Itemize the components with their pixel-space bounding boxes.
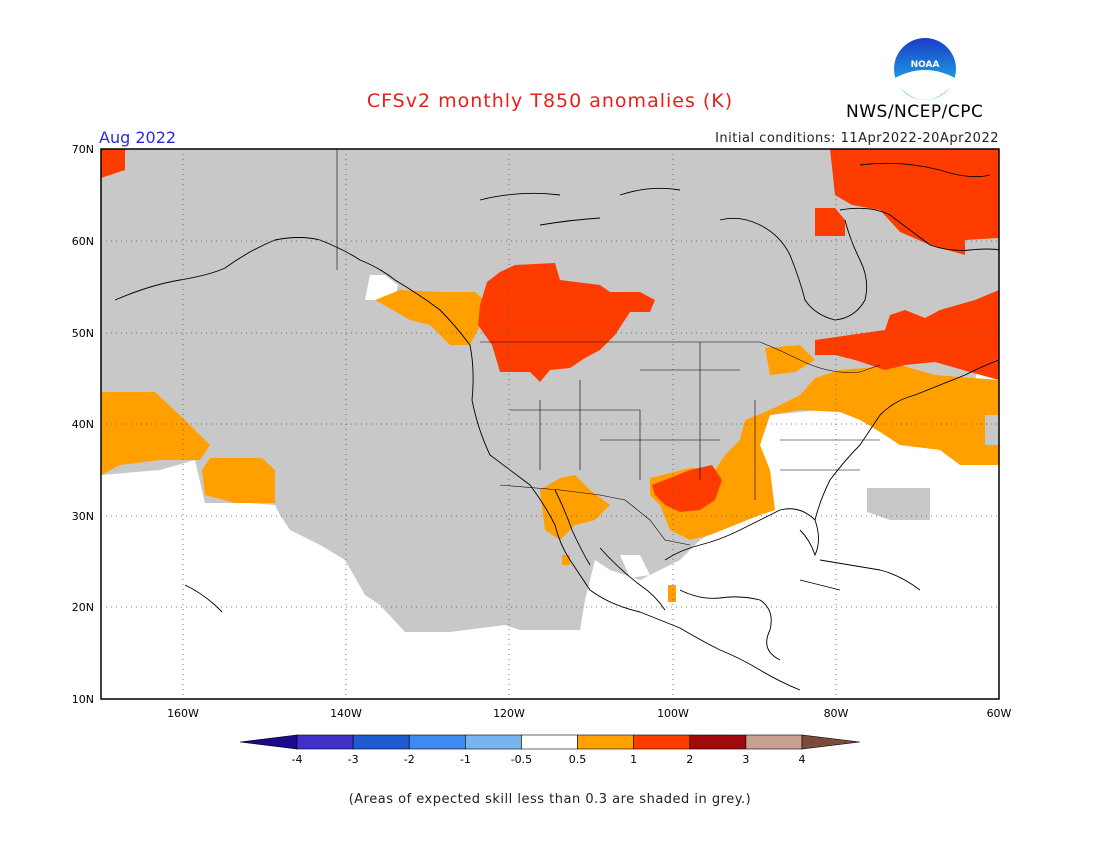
colorbar-low-end bbox=[239, 734, 298, 750]
noaa-logo-text: NOAA bbox=[911, 60, 940, 70]
lat-label: 40N bbox=[72, 418, 94, 431]
target-month-label: Aug 2022 bbox=[99, 128, 177, 147]
colorbar-tick-label: 3 bbox=[742, 753, 749, 766]
colorbar-segment bbox=[465, 734, 522, 750]
agency-label: NWS/NCEP/CPC bbox=[846, 102, 984, 122]
lat-label: 70N bbox=[72, 143, 94, 156]
lat-label: 20N bbox=[72, 601, 94, 614]
colorbar-segment bbox=[352, 734, 410, 750]
initial-conditions-label: Initial conditions: 11Apr2022-20Apr2022 bbox=[715, 131, 999, 146]
lon-label: 140W bbox=[330, 707, 362, 720]
low-skill-grey-region bbox=[101, 149, 999, 632]
colorbar-segment bbox=[408, 734, 466, 750]
colorbar-tick-label: 0.5 bbox=[569, 753, 587, 766]
lat-label: 10N bbox=[72, 693, 94, 706]
latitude-labels: 70N 60N 50N 40N 30N 20N 10N bbox=[72, 143, 94, 706]
colorbar-tick-label: -2 bbox=[404, 753, 415, 766]
colorbar-tick-label: -1 bbox=[460, 753, 471, 766]
lat-label: 30N bbox=[72, 510, 94, 523]
anomaly-0.5-to-1-region bbox=[101, 290, 999, 602]
colorbar-segment bbox=[577, 734, 634, 750]
coastlines bbox=[114, 162, 999, 691]
lon-label: 80W bbox=[824, 707, 849, 720]
noaa-logo: NOAA bbox=[894, 38, 956, 100]
colorbar-tick-label: -3 bbox=[348, 753, 359, 766]
anomaly-1-to-2-region bbox=[101, 149, 999, 512]
lon-label: 60W bbox=[987, 707, 1012, 720]
colorbar-tick-label: 4 bbox=[799, 753, 806, 766]
colorbar-segment bbox=[633, 734, 691, 750]
lon-label: 120W bbox=[493, 707, 525, 720]
colorbar-tick-label: 2 bbox=[686, 753, 693, 766]
lat-label: 50N bbox=[72, 327, 94, 340]
map-title: CFSv2 monthly T850 anomalies (K) bbox=[366, 90, 734, 112]
lon-label: 160W bbox=[167, 707, 199, 720]
political-borders bbox=[336, 149, 881, 546]
lat-lon-grid bbox=[101, 149, 999, 699]
colorbar: -4 -3 -2 -1 -0.5 0.5 1 2 3 4 bbox=[239, 734, 861, 766]
longitude-labels: 160W 140W 120W 100W 80W 60W bbox=[167, 707, 1011, 720]
colorbar-segment bbox=[745, 734, 803, 750]
colorbar-segment bbox=[296, 734, 354, 750]
skill-note: (Areas of expected skill less than 0.3 a… bbox=[348, 792, 752, 807]
lat-label: 60N bbox=[72, 235, 94, 248]
near-normal-region bbox=[365, 275, 880, 578]
map-frame bbox=[100, 148, 1000, 700]
lon-label: 100W bbox=[657, 707, 689, 720]
colorbar-segment bbox=[521, 734, 578, 750]
colorbar-tick-label: -4 bbox=[292, 753, 303, 766]
colorbar-tick-label: 1 bbox=[630, 753, 637, 766]
map-area bbox=[101, 149, 999, 699]
colorbar-high-end bbox=[801, 734, 861, 750]
colorbar-tick-label: -0.5 bbox=[511, 753, 532, 766]
colorbar-segment bbox=[689, 734, 747, 750]
